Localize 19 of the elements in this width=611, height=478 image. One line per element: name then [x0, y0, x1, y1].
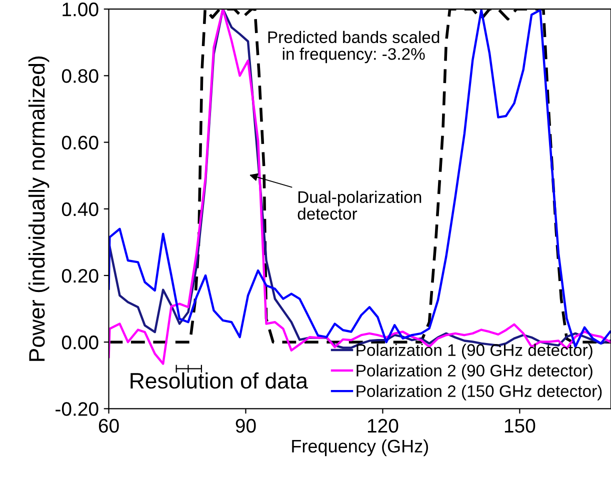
y-tick-label: 0.00: [62, 336, 98, 350]
y-tick-label: 0.60: [62, 136, 98, 150]
y-tick-label: 0.20: [62, 268, 98, 283]
annotation: Resolution of data: [130, 372, 308, 389]
x-tick-label: 120: [368, 418, 398, 433]
x-axis-title: Frequency (GHz): [292, 439, 428, 456]
x-tick-label: 150: [504, 418, 536, 433]
y-tick-label: 1.00: [62, 2, 98, 16]
legend-label: Polarization 2 (150 GHz detector): [356, 384, 602, 400]
annotation: Predicted bands scaled in frequency: -3.2%: [268, 30, 440, 64]
y-tick-label: -0.20: [56, 402, 98, 416]
legend-label: Polarization 2 (90 GHz detector): [356, 364, 592, 380]
x-tick-label: 60: [98, 418, 119, 433]
y-tick-label: 0.80: [62, 69, 98, 83]
x-tick-label: 90: [236, 418, 256, 433]
legend-label: Polarization 1 (90 GHz detector): [356, 344, 592, 360]
annotation: Dual-polarization detector: [298, 190, 422, 220]
y-tick-label: 0.40: [62, 202, 98, 216]
y-axis-title: Power (individually normalized): [28, 56, 50, 361]
